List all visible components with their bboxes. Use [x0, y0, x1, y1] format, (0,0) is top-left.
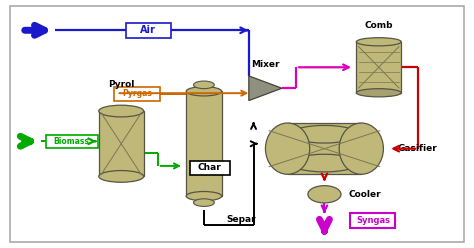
FancyBboxPatch shape: [350, 213, 395, 228]
FancyBboxPatch shape: [10, 6, 464, 242]
Ellipse shape: [193, 81, 214, 89]
Bar: [356, 42, 401, 93]
Ellipse shape: [356, 38, 401, 46]
FancyBboxPatch shape: [46, 135, 98, 148]
Text: Cooler: Cooler: [348, 190, 381, 199]
Ellipse shape: [186, 191, 222, 201]
Circle shape: [308, 186, 341, 203]
Text: Separ: Separ: [227, 215, 256, 224]
Bar: [186, 91, 222, 196]
Ellipse shape: [291, 125, 358, 143]
FancyBboxPatch shape: [114, 87, 160, 101]
FancyBboxPatch shape: [126, 23, 171, 38]
Ellipse shape: [339, 123, 383, 174]
Text: Comb: Comb: [365, 21, 393, 30]
Ellipse shape: [99, 105, 144, 117]
Polygon shape: [249, 76, 282, 101]
Text: Pyrol: Pyrol: [108, 80, 135, 90]
Ellipse shape: [193, 199, 214, 206]
Bar: [99, 111, 144, 176]
FancyBboxPatch shape: [190, 161, 230, 175]
Text: Mixer: Mixer: [251, 60, 280, 68]
Bar: [288, 123, 361, 174]
Ellipse shape: [265, 123, 310, 174]
Text: Char: Char: [198, 163, 222, 172]
Text: Biomass: Biomass: [54, 137, 90, 146]
Bar: [291, 134, 358, 163]
Ellipse shape: [356, 89, 401, 97]
Text: Gasifier: Gasifier: [398, 144, 438, 153]
Text: Syngas: Syngas: [356, 216, 390, 225]
Text: Pyrgas: Pyrgas: [122, 90, 152, 98]
Ellipse shape: [186, 87, 222, 96]
Text: Air: Air: [140, 25, 156, 35]
Ellipse shape: [99, 171, 144, 182]
Ellipse shape: [291, 154, 358, 172]
